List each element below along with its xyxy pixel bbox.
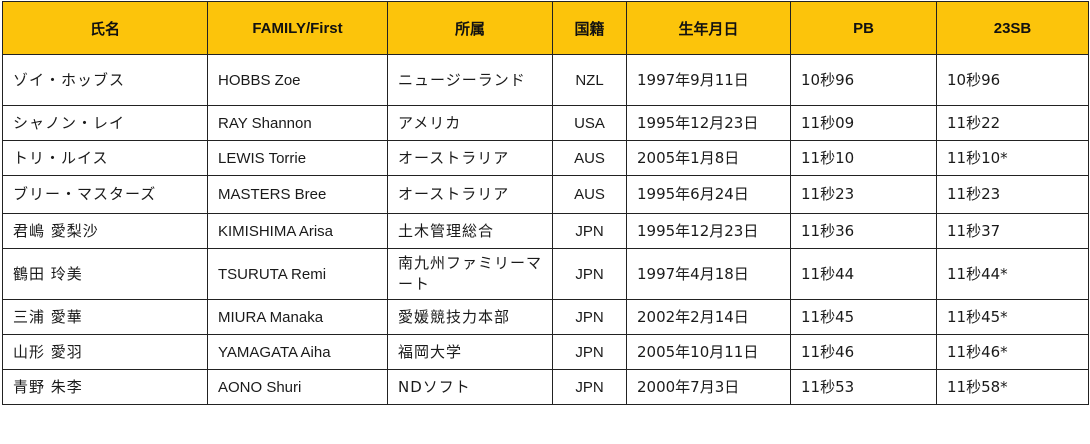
cell-nationality: JPN xyxy=(552,213,627,249)
cell-affiliation: 土木管理総合 xyxy=(387,213,553,249)
cell-sb: 11秒46* xyxy=(936,334,1089,370)
cell-pb: 11秒53 xyxy=(790,369,937,405)
cell-sb: 11秒58* xyxy=(936,369,1089,405)
cell-pb: 11秒45 xyxy=(790,299,937,335)
cell-affiliation: アメリカ xyxy=(387,105,553,141)
cell-birthdate: 1995年12月23日 xyxy=(626,105,791,141)
header-birthdate: 生年月日 xyxy=(626,1,791,55)
cell-birthdate: 2005年10月11日 xyxy=(626,334,791,370)
cell-pb: 10秒96 xyxy=(790,54,937,106)
header-affiliation: 所属 xyxy=(387,1,553,55)
cell-birthdate: 1995年6月24日 xyxy=(626,175,791,214)
cell-family-first: HOBBS Zoe xyxy=(207,54,388,106)
cell-name: トリ・ルイス xyxy=(2,140,208,176)
cell-name: 君嶋 愛梨沙 xyxy=(2,213,208,249)
cell-birthdate: 2002年2月14日 xyxy=(626,299,791,335)
cell-pb: 11秒09 xyxy=(790,105,937,141)
cell-sb: 10秒96 xyxy=(936,54,1089,106)
cell-nationality: NZL xyxy=(552,54,627,106)
cell-affiliation: 福岡大学 xyxy=(387,334,553,370)
cell-affiliation: 愛媛競技力本部 xyxy=(387,299,553,335)
cell-nationality: JPN xyxy=(552,248,627,300)
cell-nationality: AUS xyxy=(552,175,627,214)
cell-birthdate: 1997年9月11日 xyxy=(626,54,791,106)
cell-sb: 11秒37 xyxy=(936,213,1089,249)
cell-name: ブリー・マスターズ xyxy=(2,175,208,214)
cell-sb: 11秒44* xyxy=(936,248,1089,300)
cell-pb: 11秒44 xyxy=(790,248,937,300)
cell-affiliation: 南九州ファミリーマート xyxy=(387,248,553,300)
table-row: ブリー・マスターズ MASTERS Bree オーストラリア AUS 1995年… xyxy=(2,175,1089,214)
cell-name: 鶴田 玲美 xyxy=(2,248,208,300)
cell-name: シャノン・レイ xyxy=(2,105,208,141)
cell-family-first: YAMAGATA Aiha xyxy=(207,334,388,370)
cell-pb: 11秒46 xyxy=(790,334,937,370)
cell-name: 三浦 愛華 xyxy=(2,299,208,335)
cell-birthdate: 2000年7月3日 xyxy=(626,369,791,405)
cell-nationality: JPN xyxy=(552,334,627,370)
header-pb: PB xyxy=(790,1,937,55)
cell-pb: 11秒36 xyxy=(790,213,937,249)
cell-sb: 11秒23 xyxy=(936,175,1089,214)
header-row: 氏名 FAMILY/First 所属 国籍 生年月日 PB 23SB xyxy=(2,1,1089,55)
cell-sb: 11秒10* xyxy=(936,140,1089,176)
header-sb: 23SB xyxy=(936,1,1089,55)
table-row: シャノン・レイ RAY Shannon アメリカ USA 1995年12月23日… xyxy=(2,105,1089,141)
table-header: 氏名 FAMILY/First 所属 国籍 生年月日 PB 23SB xyxy=(2,1,1089,55)
table-row: 君嶋 愛梨沙 KIMISHIMA Arisa 土木管理総合 JPN 1995年1… xyxy=(2,213,1089,249)
header-family-first: FAMILY/First xyxy=(207,1,388,55)
cell-pb: 11秒23 xyxy=(790,175,937,214)
cell-family-first: AONO Shuri xyxy=(207,369,388,405)
cell-nationality: AUS xyxy=(552,140,627,176)
cell-family-first: TSURUTA Remi xyxy=(207,248,388,300)
cell-family-first: RAY Shannon xyxy=(207,105,388,141)
cell-name: 青野 朱李 xyxy=(2,369,208,405)
cell-family-first: MASTERS Bree xyxy=(207,175,388,214)
table-row: トリ・ルイス LEWIS Torrie オーストラリア AUS 2005年1月8… xyxy=(2,140,1089,176)
cell-sb: 11秒22 xyxy=(936,105,1089,141)
entry-list-table: 氏名 FAMILY/First 所属 国籍 生年月日 PB 23SB ゾイ・ホッ… xyxy=(2,1,1089,405)
header-nationality: 国籍 xyxy=(552,1,627,55)
cell-pb: 11秒10 xyxy=(790,140,937,176)
header-name: 氏名 xyxy=(2,1,208,55)
cell-birthdate: 1995年12月23日 xyxy=(626,213,791,249)
cell-family-first: KIMISHIMA Arisa xyxy=(207,213,388,249)
cell-sb: 11秒45* xyxy=(936,299,1089,335)
cell-affiliation: オーストラリア xyxy=(387,140,553,176)
cell-birthdate: 2005年1月8日 xyxy=(626,140,791,176)
table-row: 三浦 愛華 MIURA Manaka 愛媛競技力本部 JPN 2002年2月14… xyxy=(2,299,1089,335)
cell-family-first: MIURA Manaka xyxy=(207,299,388,335)
table-body: ゾイ・ホッブス HOBBS Zoe ニュージーランド NZL 1997年9月11… xyxy=(2,54,1089,405)
cell-affiliation: ニュージーランド xyxy=(387,54,553,106)
cell-birthdate: 1997年4月18日 xyxy=(626,248,791,300)
cell-name: ゾイ・ホッブス xyxy=(2,54,208,106)
cell-affiliation: NDソフト xyxy=(387,369,553,405)
cell-name: 山形 愛羽 xyxy=(2,334,208,370)
cell-nationality: USA xyxy=(552,105,627,141)
cell-nationality: JPN xyxy=(552,369,627,405)
cell-nationality: JPN xyxy=(552,299,627,335)
table-row: 青野 朱李 AONO Shuri NDソフト JPN 2000年7月3日 11秒… xyxy=(2,369,1089,405)
cell-family-first: LEWIS Torrie xyxy=(207,140,388,176)
cell-affiliation: オーストラリア xyxy=(387,175,553,214)
table-row: 山形 愛羽 YAMAGATA Aiha 福岡大学 JPN 2005年10月11日… xyxy=(2,334,1089,370)
table-row: 鶴田 玲美 TSURUTA Remi 南九州ファミリーマート JPN 1997年… xyxy=(2,248,1089,300)
table-row: ゾイ・ホッブス HOBBS Zoe ニュージーランド NZL 1997年9月11… xyxy=(2,54,1089,106)
